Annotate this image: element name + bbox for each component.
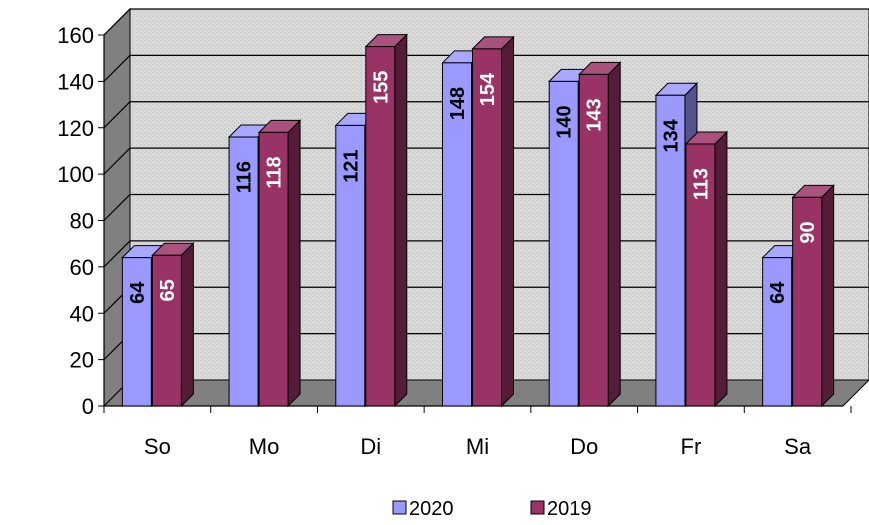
y-tick-label: 20 [70, 348, 94, 373]
data-label-2019-Do: 143 [584, 98, 606, 131]
bar-2019-Di [364, 33, 408, 408]
gridline [103, 147, 869, 175]
y-tick-label: 40 [70, 301, 94, 326]
y-tick-label: 140 [57, 69, 94, 94]
legend-item-2020: 2020 [392, 498, 454, 520]
gridline [103, 54, 869, 82]
data-label-2019-So: 65 [157, 279, 179, 301]
data-label-2019-Mi: 154 [477, 72, 499, 106]
x-tick-label: Do [570, 434, 598, 459]
data-label-2020-Do: 140 [554, 105, 576, 138]
data-label-2019-Di: 155 [370, 71, 392, 104]
x-tick-label: So [144, 434, 171, 459]
legend-swatch [392, 500, 407, 515]
data-label-2020-Mi: 148 [447, 87, 469, 120]
data-label-2020-So: 64 [127, 281, 149, 304]
data-label-2019-Sa: 90 [797, 221, 819, 243]
bar-2019-Mi [471, 35, 515, 408]
gridline [103, 101, 869, 129]
bar-2019-Do [578, 61, 622, 408]
y-tick-label: 100 [57, 162, 94, 187]
data-label-2020-Sa: 64 [767, 281, 789, 304]
data-label-2019-Fr: 113 [690, 168, 712, 200]
bar-2019-So [151, 242, 195, 408]
data-label-2020-Fr: 134 [660, 118, 682, 152]
data-label-2020-Di: 121 [340, 149, 362, 182]
x-tick-label: Mo [249, 434, 280, 459]
data-label-2020-Mo: 116 [234, 161, 256, 193]
y-tick-label: 80 [70, 209, 94, 234]
y-tick-label: 60 [70, 255, 94, 280]
legend-swatch [530, 500, 545, 515]
x-tick-label: Fr [681, 434, 702, 459]
gridline [103, 240, 869, 268]
legend-label: 2020 [409, 498, 454, 520]
x-tick-label: Mi [466, 434, 489, 459]
bar-2019-Fr [684, 130, 729, 408]
gridline [103, 8, 869, 36]
y-tick-label: 120 [57, 116, 94, 141]
legend-label: 2019 [547, 498, 592, 520]
bar-2019-Sa [791, 184, 835, 408]
gridline [103, 193, 869, 221]
legend-item-2019: 2019 [530, 498, 592, 520]
x-tick-label: Sa [784, 434, 812, 459]
data-label-2019-Mo: 118 [264, 156, 286, 188]
bar-2019-Mo [257, 119, 302, 408]
x-tick-label: Di [360, 434, 381, 459]
y-tick-label: 160 [57, 23, 94, 48]
y-tick-label: 0 [82, 394, 94, 419]
